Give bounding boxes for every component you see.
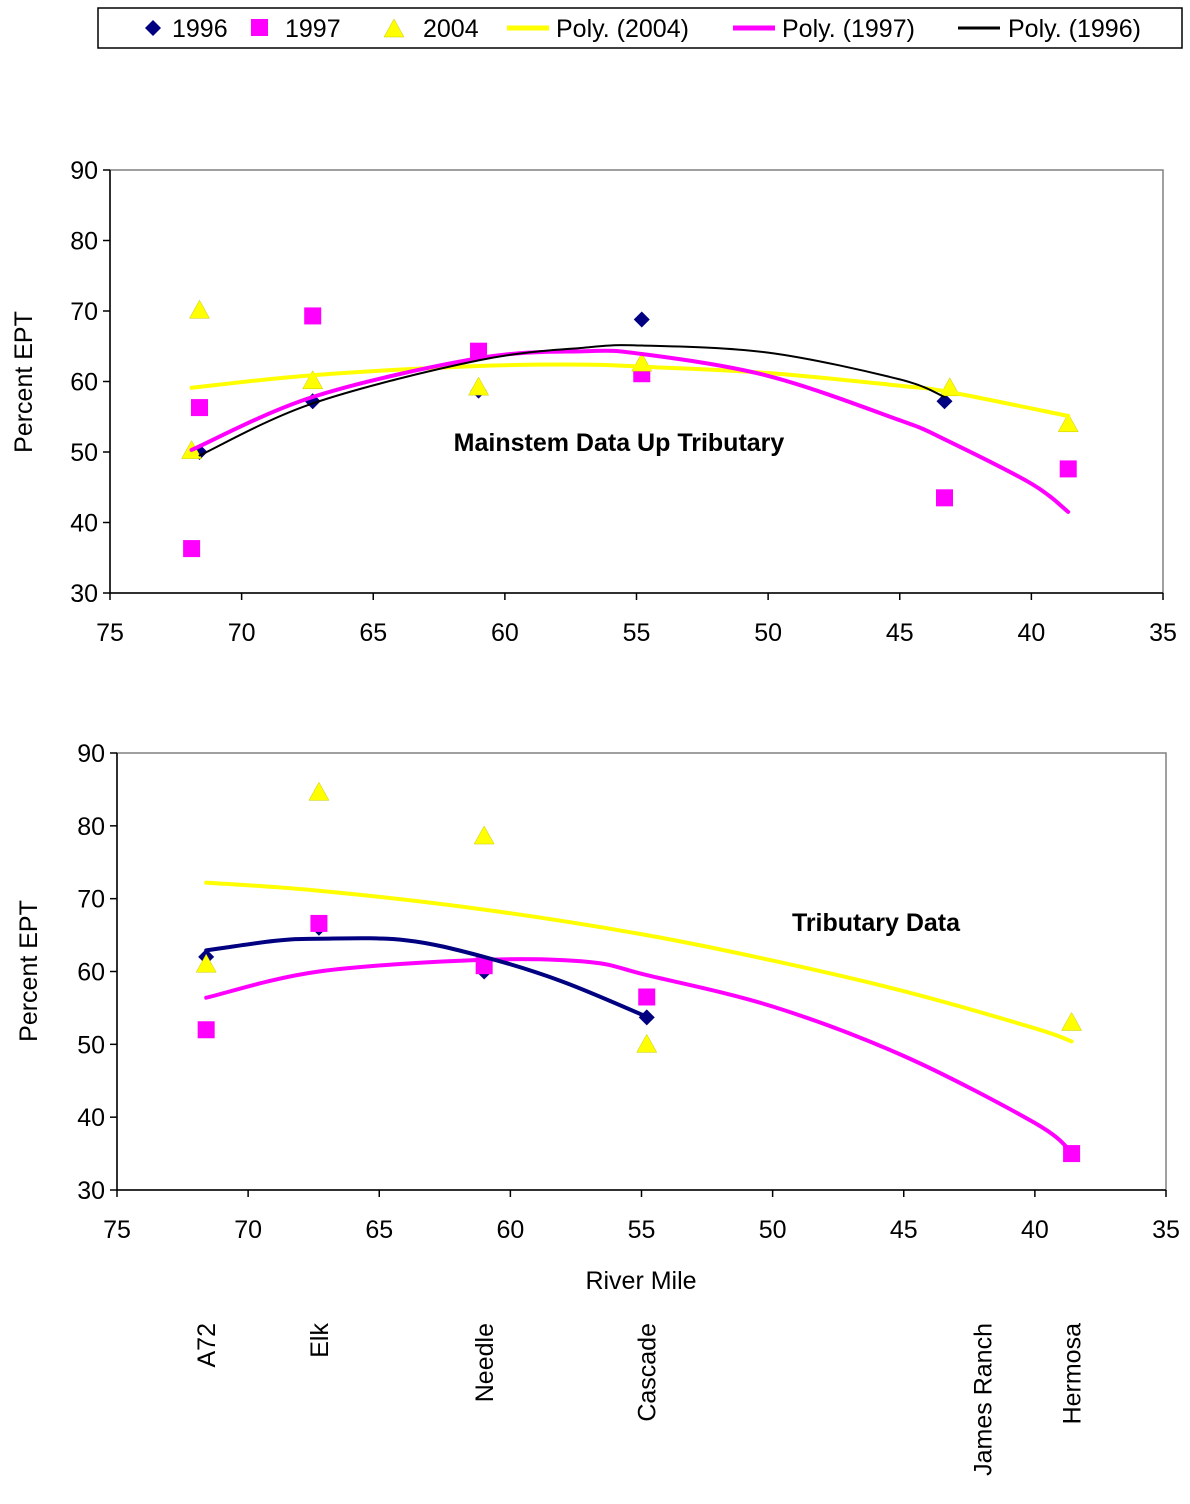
point-2004	[195, 953, 217, 973]
point-1996	[936, 393, 953, 410]
y-tick-label: 80	[70, 228, 98, 256]
legend-label: Poly. (1996)	[1008, 15, 1141, 43]
y-tick-label: 90	[70, 157, 98, 185]
x-tick-label: 40	[1021, 1216, 1049, 1244]
point-1996	[633, 311, 650, 328]
site-labels: A72 Elk Needle Cascade James Ranch Hermosa	[193, 1323, 1086, 1476]
legend-entry-poly-1997: Poly. (1997)	[733, 15, 915, 43]
mainstem-chart: 30 40 50 60 70 80 90 75 70 65 60 55 50 45 40 35 Mainste…	[10, 157, 1177, 647]
chart-annotation: Tributary Data	[792, 909, 961, 937]
x-tick-label: 55	[628, 1216, 656, 1244]
x-tick-label: 60	[491, 619, 519, 647]
x-tick-label: 45	[886, 619, 914, 647]
y-tick-label: 60	[77, 959, 105, 987]
x-tick-label: 35	[1149, 619, 1177, 647]
legend-label: 1996	[172, 15, 228, 43]
y-tick-label: 70	[70, 298, 98, 326]
y-tick-label: 60	[70, 369, 98, 397]
point-1997	[638, 988, 656, 1006]
x-tick-label: 60	[496, 1216, 524, 1244]
point-2004	[1061, 1011, 1083, 1031]
point-1997	[310, 914, 328, 932]
y-tick-label: 40	[70, 510, 98, 538]
x-tick-label: 35	[1152, 1216, 1180, 1244]
x-tick-label: 55	[623, 619, 651, 647]
x-tick-label: 65	[365, 1216, 393, 1244]
point-2004	[189, 299, 210, 319]
legend-entry-1997: 1997	[251, 15, 341, 43]
x-tick-label: 65	[359, 619, 387, 647]
point-1997	[304, 307, 322, 325]
point-2004	[473, 825, 495, 845]
trendline-Poly. (1996)	[204, 936, 649, 1019]
point-2004	[468, 376, 489, 396]
y-tick-label: 30	[77, 1177, 105, 1205]
site-label: A72	[193, 1323, 221, 1367]
x-tick-label: 40	[1017, 619, 1045, 647]
point-2004	[636, 1033, 658, 1053]
legend-entry-poly-1996: Poly. (1996)	[958, 15, 1141, 43]
x-tick-label: 70	[228, 619, 256, 647]
trendline-Poly. (1996)	[198, 344, 946, 457]
legend-label: 2004	[423, 15, 479, 43]
x-tick-label: 75	[103, 1216, 131, 1244]
y-axis-label: Percent EPT	[10, 311, 38, 453]
legend-marker-square-icon	[251, 19, 268, 36]
plot-area	[116, 752, 1167, 1191]
x-axis-label: River Mile	[585, 1267, 696, 1295]
site-label: James Ranch	[969, 1323, 997, 1476]
point-2004	[308, 781, 330, 801]
y-tick-label: 30	[70, 580, 98, 608]
site-label: Needle	[471, 1323, 499, 1402]
y-tick-label: 40	[77, 1104, 105, 1132]
legend-box	[97, 7, 1183, 49]
y-tick-label: 50	[70, 439, 98, 467]
legend-entry-1996: 1996	[145, 15, 228, 43]
x-tick-label: 75	[96, 619, 124, 647]
point-1997	[191, 399, 209, 417]
point-1997	[1059, 460, 1077, 478]
point-1997	[197, 1021, 215, 1039]
legend-marker-diamond-icon	[145, 20, 161, 36]
legend-label: 1997	[285, 15, 341, 43]
y-axis-label: Percent EPT	[15, 900, 43, 1042]
point-1997	[936, 489, 954, 507]
site-label: Hermosa	[1059, 1323, 1087, 1425]
legend-entry-poly-2004: Poly. (2004)	[507, 15, 689, 43]
legend-entry-2004: 2004	[383, 15, 479, 43]
y-tick-label: 90	[77, 740, 105, 768]
x-tick-label: 50	[754, 619, 782, 647]
trendline-Poly. (1997)	[204, 957, 1074, 1155]
legend-label: Poly. (1997)	[782, 15, 915, 43]
legend-label: Poly. (2004)	[556, 15, 689, 43]
y-tick-label: 70	[77, 886, 105, 914]
point-1997	[470, 342, 488, 360]
site-label: Cascade	[634, 1323, 662, 1422]
point-2004	[302, 370, 324, 390]
tributary-chart: 30 40 50 60 70 80 90 75 70 65 60 55 50 45 40 35 Tributa…	[15, 740, 1180, 1295]
trendline-Poly. (1997)	[189, 348, 1071, 514]
legend: 1996 1997 2004 Poly. (2004) Poly. (1997)…	[97, 7, 1183, 49]
point-1997	[183, 540, 201, 558]
x-tick-label: 50	[759, 1216, 787, 1244]
chart-annotation: Mainstem Data Up Tributary	[454, 429, 785, 457]
x-tick-label: 45	[890, 1216, 918, 1244]
y-tick-label: 50	[77, 1031, 105, 1059]
trendline-Poly. (2004)	[204, 880, 1074, 1044]
y-tick-label: 80	[77, 813, 105, 841]
x-tick-label: 70	[234, 1216, 262, 1244]
site-label: Elk	[306, 1323, 334, 1358]
legend-marker-triangle-icon	[383, 18, 405, 38]
point-2004	[1057, 413, 1079, 433]
